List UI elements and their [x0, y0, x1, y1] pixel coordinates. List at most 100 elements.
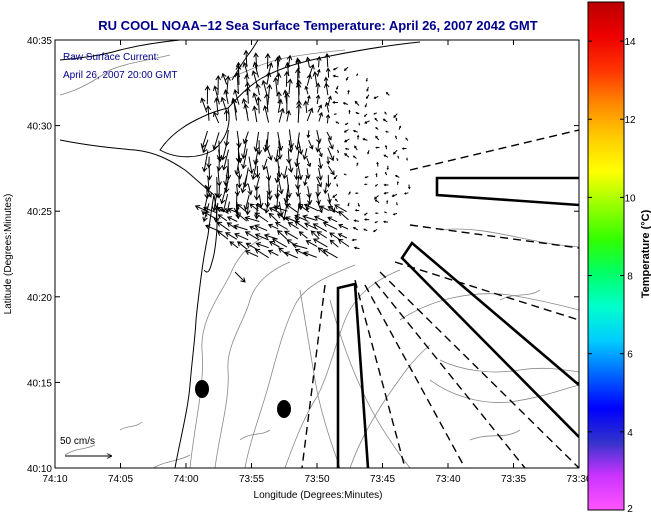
current-vector [394, 175, 400, 178]
current-vector [306, 158, 312, 168]
current-vector [384, 111, 387, 115]
current-vector [315, 193, 321, 205]
current-vector [240, 175, 248, 194]
current-vector [383, 220, 389, 224]
current-vector [251, 158, 258, 181]
current-vector [352, 227, 359, 231]
current-vector [264, 52, 271, 69]
current-vector [393, 113, 398, 119]
current-vector [315, 139, 321, 153]
current-vector [364, 218, 370, 221]
current-vector [406, 157, 408, 161]
colorbar: 2 4 6 8 10 12 14 Temperature (°C) [587, 1, 651, 515]
x-axis-ticks: 74:10 74:05 74:00 73:55 73:50 73:45 73:40 73:35… [42, 40, 592, 485]
current-vector [306, 73, 312, 86]
current-vector [315, 94, 321, 105]
current-vector [302, 214, 317, 221]
current-vector [318, 148, 323, 158]
y-axis-label: Latitude (Degrees:Minutes) [3, 194, 14, 315]
current-vector [344, 147, 350, 150]
current-vector [285, 203, 298, 213]
current-vector [384, 171, 388, 176]
current-vector [263, 233, 278, 240]
current-vector [284, 251, 298, 259]
y-tick-label: 40:35 [27, 36, 52, 47]
current-vector [356, 73, 359, 77]
current-vector [323, 82, 330, 96]
current-vector [221, 149, 229, 171]
current-vector [274, 222, 288, 230]
y-tick-label: 40:10 [27, 464, 52, 475]
current-vector [253, 52, 259, 70]
current-vector [267, 249, 279, 256]
current-vector [241, 148, 248, 170]
current-vector [332, 67, 338, 71]
x-tick-label: 73:30 [566, 474, 591, 485]
current-vector [325, 67, 331, 78]
current-vector [243, 103, 249, 121]
current-vector [374, 183, 379, 187]
current-vector [205, 105, 212, 121]
current-vector [262, 158, 268, 171]
current-vector [324, 52, 331, 68]
current-vector [383, 154, 389, 158]
current-vector [271, 238, 288, 248]
dashed-transect [394, 261, 579, 321]
current-vector [375, 146, 380, 149]
current-vector [303, 203, 319, 212]
current-vector [252, 92, 259, 106]
current-vector [323, 183, 329, 195]
dashed-transect [374, 281, 526, 468]
contour-line [244, 264, 356, 468]
x-axis-label: Longitude (Degrees:Minutes) [254, 490, 383, 501]
current-vector [254, 176, 260, 191]
current-vector [307, 94, 311, 104]
current-vector [338, 223, 349, 230]
current-vector [353, 219, 360, 223]
current-vector [315, 82, 321, 94]
current-vector [373, 228, 378, 233]
current-vector [265, 71, 272, 85]
current-vector [235, 211, 248, 222]
x-tick-label: 73:35 [501, 474, 526, 485]
x-tick-label: 74:00 [173, 474, 198, 485]
current-vector [305, 240, 318, 248]
current-vector [254, 248, 269, 259]
current-vector [375, 135, 380, 141]
current-vector [254, 165, 261, 179]
contour-line [429, 379, 579, 403]
current-vector [316, 55, 322, 68]
current-vector [316, 231, 328, 239]
colorbar-tick-label: 6 [627, 350, 633, 361]
current-vector [244, 249, 259, 258]
current-vector [304, 222, 318, 230]
current-vector [234, 184, 241, 197]
current-vector [313, 215, 328, 223]
current-vector [249, 203, 259, 212]
current-vector [327, 95, 332, 105]
current-vector [237, 241, 248, 250]
current-vector [386, 199, 389, 204]
current-vector [354, 145, 358, 151]
current-vector [262, 139, 269, 153]
y-tick-label: 40:15 [27, 378, 52, 389]
current-vector [344, 153, 350, 158]
y-tick-label: 40:25 [27, 207, 52, 218]
current-vector [338, 210, 349, 221]
current-vector [277, 98, 283, 113]
current-vector [324, 101, 330, 113]
current-vector [216, 221, 230, 232]
current-vector [373, 195, 379, 200]
current-vector [363, 183, 368, 186]
current-vector [337, 233, 348, 239]
current-vector [302, 251, 317, 258]
current-vector [343, 138, 350, 143]
solid-channels [336, 176, 579, 468]
current-vector [254, 212, 269, 223]
dashed-transect [354, 279, 406, 468]
current-vector [310, 230, 320, 240]
current-vector [276, 140, 283, 160]
current-vector [223, 174, 230, 194]
current-vector [322, 249, 338, 259]
current-vector [308, 139, 314, 150]
